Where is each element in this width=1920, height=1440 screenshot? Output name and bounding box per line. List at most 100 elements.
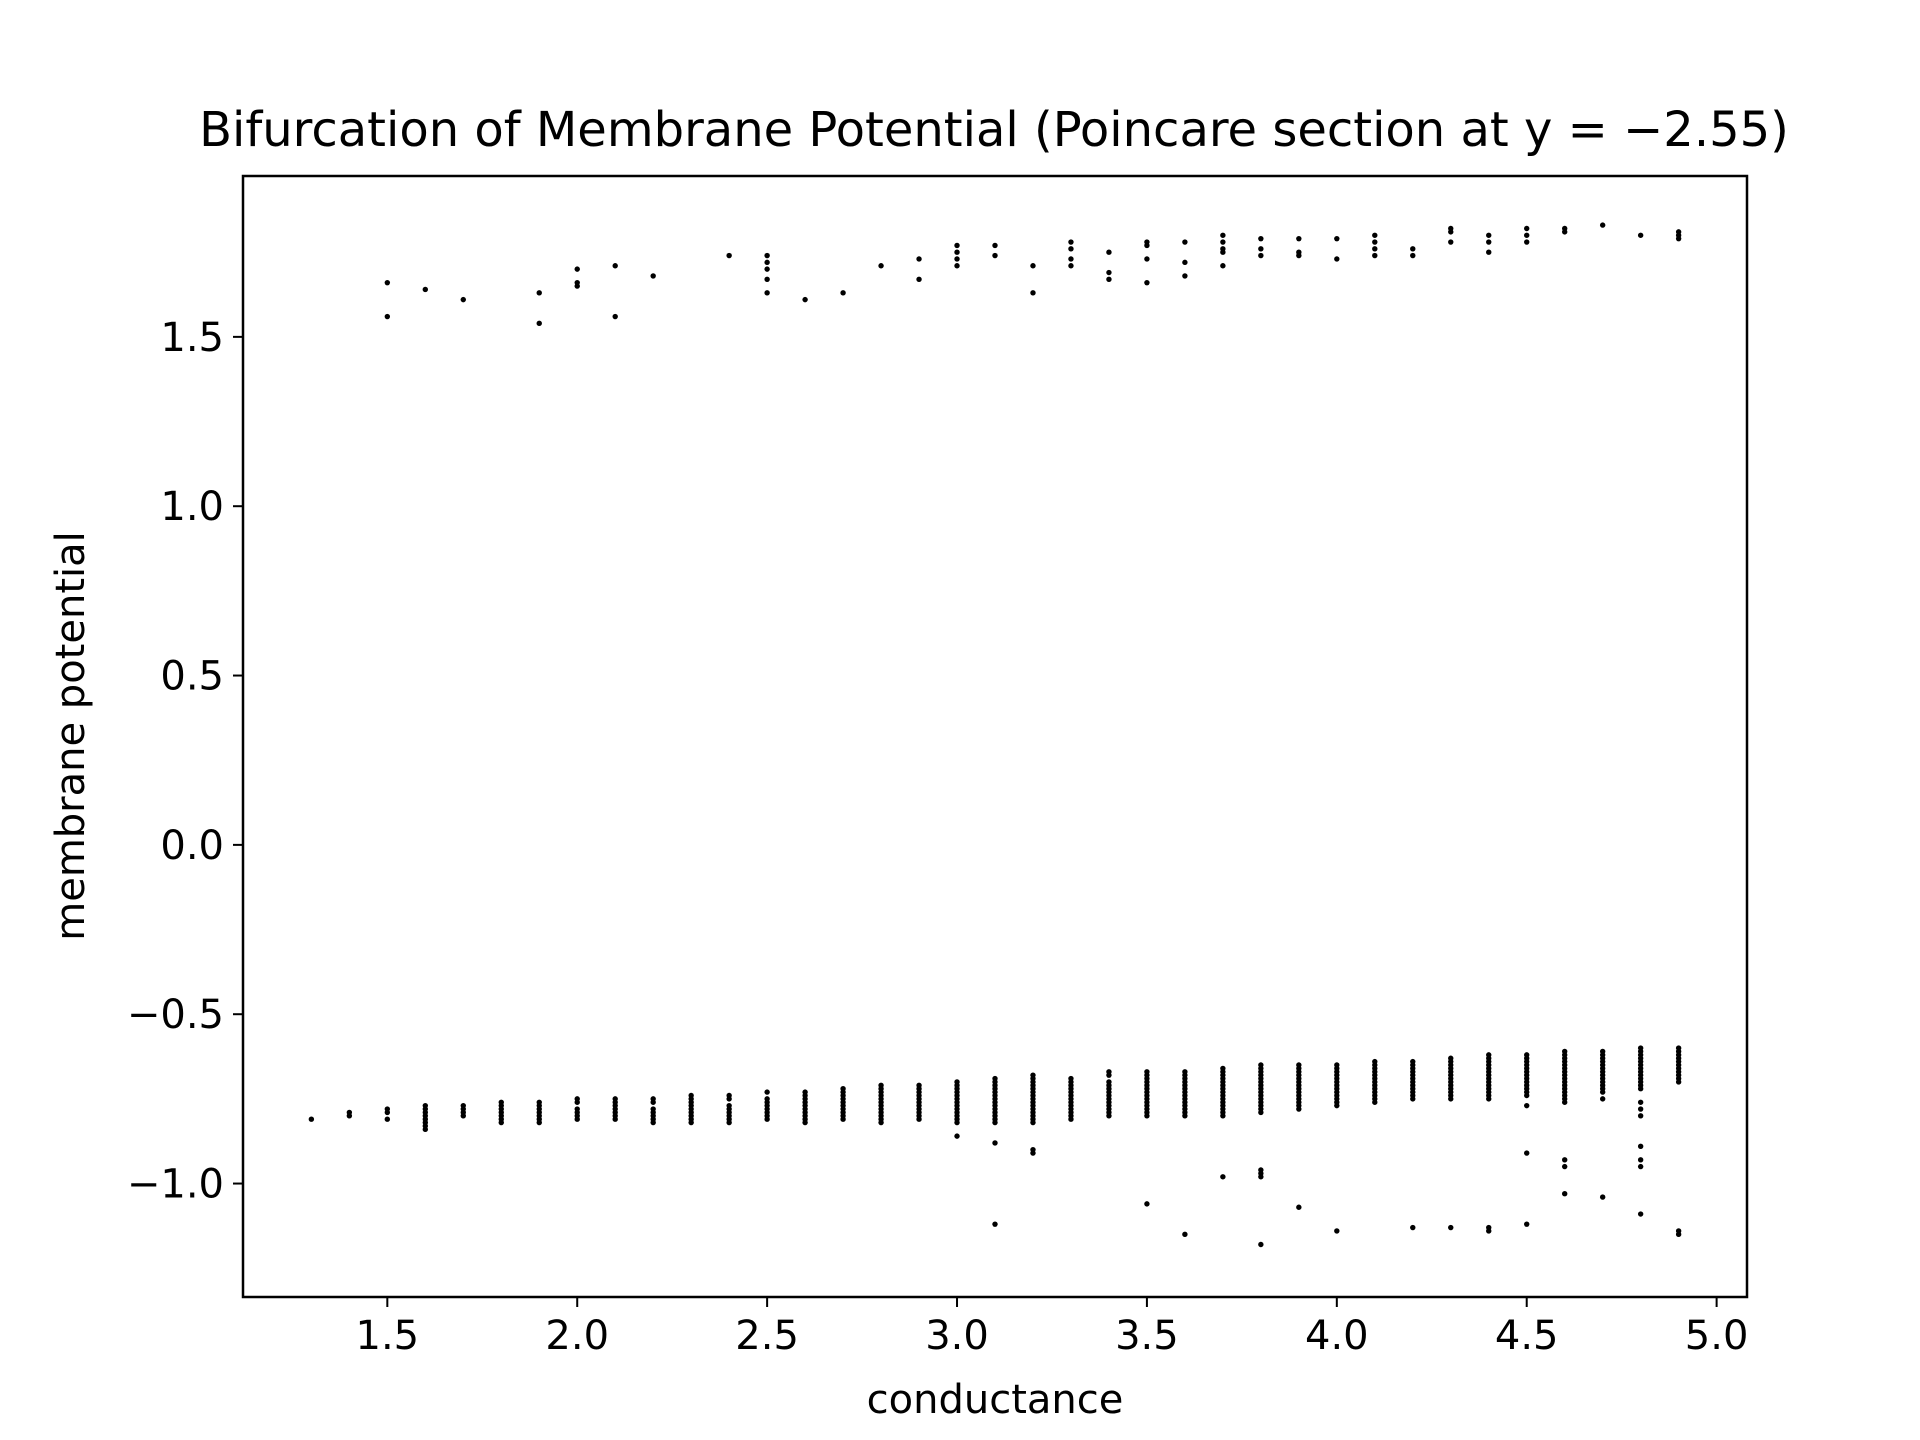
data-point <box>1182 1231 1188 1238</box>
data-point <box>1486 239 1492 245</box>
data-point <box>422 1126 429 1133</box>
data-point <box>992 1119 998 1126</box>
data-point <box>1144 242 1150 249</box>
data-point <box>1220 263 1226 269</box>
data-point <box>1068 1116 1074 1122</box>
data-point <box>1372 252 1378 259</box>
data-point <box>308 1116 315 1122</box>
data-point <box>764 266 770 272</box>
data-point <box>1030 1119 1036 1126</box>
data-point <box>1561 1099 1568 1105</box>
data-point <box>1106 269 1112 276</box>
data-point <box>992 242 998 249</box>
data-point <box>802 1119 808 1126</box>
data-point <box>1220 1174 1226 1180</box>
data-point <box>1599 222 1606 228</box>
data-point <box>1106 1072 1112 1078</box>
plot-frame <box>241 174 1749 1299</box>
data-point <box>1030 263 1036 269</box>
data-point <box>1258 252 1264 259</box>
data-point <box>1637 1113 1644 1119</box>
data-point <box>992 252 998 259</box>
data-point <box>1524 239 1530 245</box>
data-point <box>726 252 732 259</box>
data-point <box>1372 1099 1378 1105</box>
data-point <box>954 1133 960 1139</box>
data-point <box>1144 279 1150 286</box>
data-point <box>954 256 960 262</box>
data-point <box>1637 1106 1644 1112</box>
data-point <box>1637 232 1644 238</box>
data-point <box>878 263 884 269</box>
data-point <box>764 290 770 296</box>
data-point <box>1637 1163 1644 1170</box>
data-point <box>954 249 960 255</box>
data-point <box>460 1113 466 1119</box>
chart-title: Bifurcation of Membrane Potential (Poinc… <box>199 102 1789 158</box>
data-point <box>574 1099 580 1105</box>
data-point <box>1675 235 1682 242</box>
data-point <box>1144 1113 1150 1119</box>
data-point <box>650 1119 656 1126</box>
data-point <box>346 1113 353 1119</box>
x-tick-label: 4.0 <box>1305 1313 1369 1359</box>
data-point <box>802 296 808 303</box>
data-point <box>1258 1241 1264 1248</box>
data-point <box>1599 1194 1606 1200</box>
data-point <box>1258 246 1264 252</box>
x-tick-label: 3.5 <box>1115 1313 1179 1359</box>
data-point <box>1410 1096 1416 1102</box>
data-point <box>574 266 580 272</box>
data-point <box>1637 1211 1644 1217</box>
data-point <box>1372 232 1378 238</box>
x-tick-label: 5.0 <box>1685 1313 1749 1359</box>
data-point <box>1258 1109 1264 1116</box>
y-tick-label: 0.0 <box>160 823 224 869</box>
data-point <box>1296 1204 1302 1210</box>
scatter-points <box>308 222 1682 1248</box>
data-point <box>1220 232 1226 238</box>
data-point <box>1144 1201 1150 1207</box>
data-point <box>1410 1224 1416 1231</box>
y-axis-label: membrane potential <box>48 531 94 941</box>
data-point <box>1637 1099 1644 1105</box>
y-tick-label: 0.5 <box>160 654 224 700</box>
data-point <box>1030 290 1036 296</box>
data-point <box>878 1119 884 1126</box>
data-point <box>1030 1150 1036 1156</box>
data-point <box>1372 246 1378 252</box>
data-point <box>1448 229 1454 235</box>
data-point <box>1561 1163 1568 1170</box>
y-tick-label: −1.0 <box>127 1162 224 1208</box>
x-tick-label: 2.0 <box>545 1313 609 1359</box>
data-point <box>1106 276 1112 282</box>
data-point <box>1106 249 1112 255</box>
data-point <box>536 290 542 296</box>
data-point <box>1637 1086 1644 1092</box>
data-point <box>1258 1174 1264 1180</box>
data-point <box>1637 1143 1644 1149</box>
y-tick-label: 1.0 <box>160 484 224 530</box>
data-point <box>1410 246 1416 252</box>
data-point <box>1182 259 1188 266</box>
data-point <box>1220 1113 1226 1119</box>
data-point <box>1296 1106 1302 1112</box>
data-point <box>1524 1221 1530 1227</box>
data-point <box>1296 252 1302 259</box>
data-point <box>726 1119 732 1126</box>
x-tick-label: 2.5 <box>735 1313 799 1359</box>
data-point <box>726 1096 732 1102</box>
axes: 1.5 2.0 2.5 3.0 3.5 4.0 4.5 5.0 1.5 1.0 0.5 0.0 −0.5… <box>127 315 1749 1359</box>
data-point <box>1448 1224 1454 1231</box>
data-point <box>1486 1096 1492 1102</box>
data-point <box>612 263 618 269</box>
data-point <box>1068 256 1074 262</box>
data-point <box>1561 229 1568 235</box>
data-point <box>1144 256 1150 262</box>
data-point <box>764 259 770 266</box>
data-point <box>1448 239 1454 245</box>
data-point <box>612 1116 618 1122</box>
data-point <box>840 290 846 296</box>
data-point <box>612 313 618 320</box>
data-point <box>1637 1157 1644 1163</box>
